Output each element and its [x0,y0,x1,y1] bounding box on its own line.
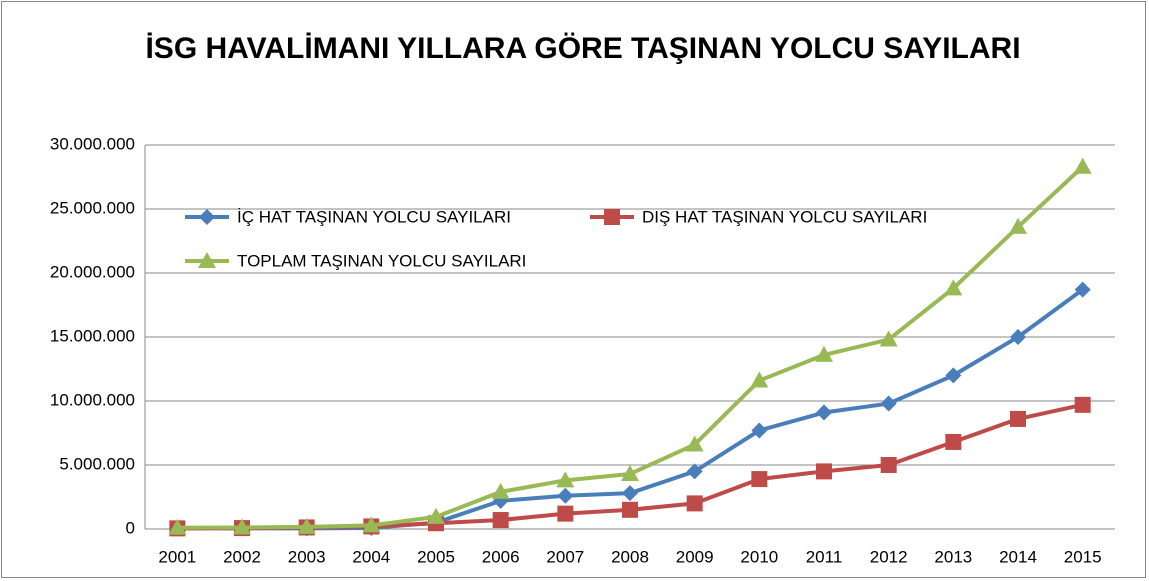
x-tick-label: 2007 [546,547,584,566]
marker [750,371,769,388]
marker [816,404,832,421]
marker [622,485,638,502]
x-tick-label: 2015 [1064,547,1102,566]
marker [879,330,898,347]
marker [686,495,703,512]
y-tick-label: 25.000.000 [50,198,135,217]
marker [297,517,316,534]
marker [492,512,509,529]
marker [622,501,638,518]
marker [557,505,574,522]
x-tick-label: 2005 [417,547,455,566]
marker [557,487,574,504]
marker [362,516,381,533]
legend-label: DIŞ HAT TAŞINAN YOLCU SAYILARI [642,207,927,226]
x-tick-label: 2006 [482,547,520,566]
marker [1010,329,1026,345]
marker [233,518,251,535]
x-tick-label: 2010 [740,547,778,566]
y-tick-label: 5.000.000 [59,454,135,473]
marker [880,395,897,412]
x-tick-label: 2012 [870,547,908,566]
marker [751,471,768,488]
marker [816,463,832,480]
x-tick-label: 2014 [999,547,1037,566]
x-tick-label: 2003 [288,547,326,566]
x-tick-label: 2001 [158,547,196,566]
marker [1010,410,1026,427]
legend-label: TOPLAM TAŞINAN YOLCU SAYILARI [237,251,526,270]
marker [1073,157,1092,174]
x-tick-label: 2008 [611,547,649,566]
marker [944,279,963,296]
marker [1074,281,1091,298]
legend-marker [199,209,215,225]
marker [491,482,510,499]
marker [168,518,187,535]
y-tick-label: 10.000.000 [50,390,135,409]
marker [880,457,897,473]
marker [945,367,962,384]
y-tick-label: 20.000.000 [50,262,135,281]
marker [621,464,639,481]
marker [685,435,704,452]
y-tick-label: 15.000.000 [50,326,135,345]
legend-marker [604,209,620,225]
y-tick-label: 30.000.000 [50,134,135,153]
x-tick-label: 2002 [223,547,261,566]
legend-marker [198,252,216,268]
chart-title: İSG HAVALİMANI YILLARA GÖRE TAŞINAN YOLC… [145,32,1021,65]
marker [945,433,962,450]
marker [686,463,703,480]
x-tick-label: 2004 [352,547,390,566]
x-tick-label: 2011 [806,547,843,566]
marker [1074,396,1091,413]
marker [751,422,768,439]
legend-label: İÇ HAT TAŞINAN YOLCU SAYILARI [237,207,511,226]
x-tick-label: 2009 [676,547,714,566]
marker [1009,217,1027,234]
y-tick-label: 0 [126,518,135,537]
marker [815,345,833,362]
x-tick-label: 2013 [934,547,972,566]
marker [556,471,575,488]
marker [427,507,445,524]
